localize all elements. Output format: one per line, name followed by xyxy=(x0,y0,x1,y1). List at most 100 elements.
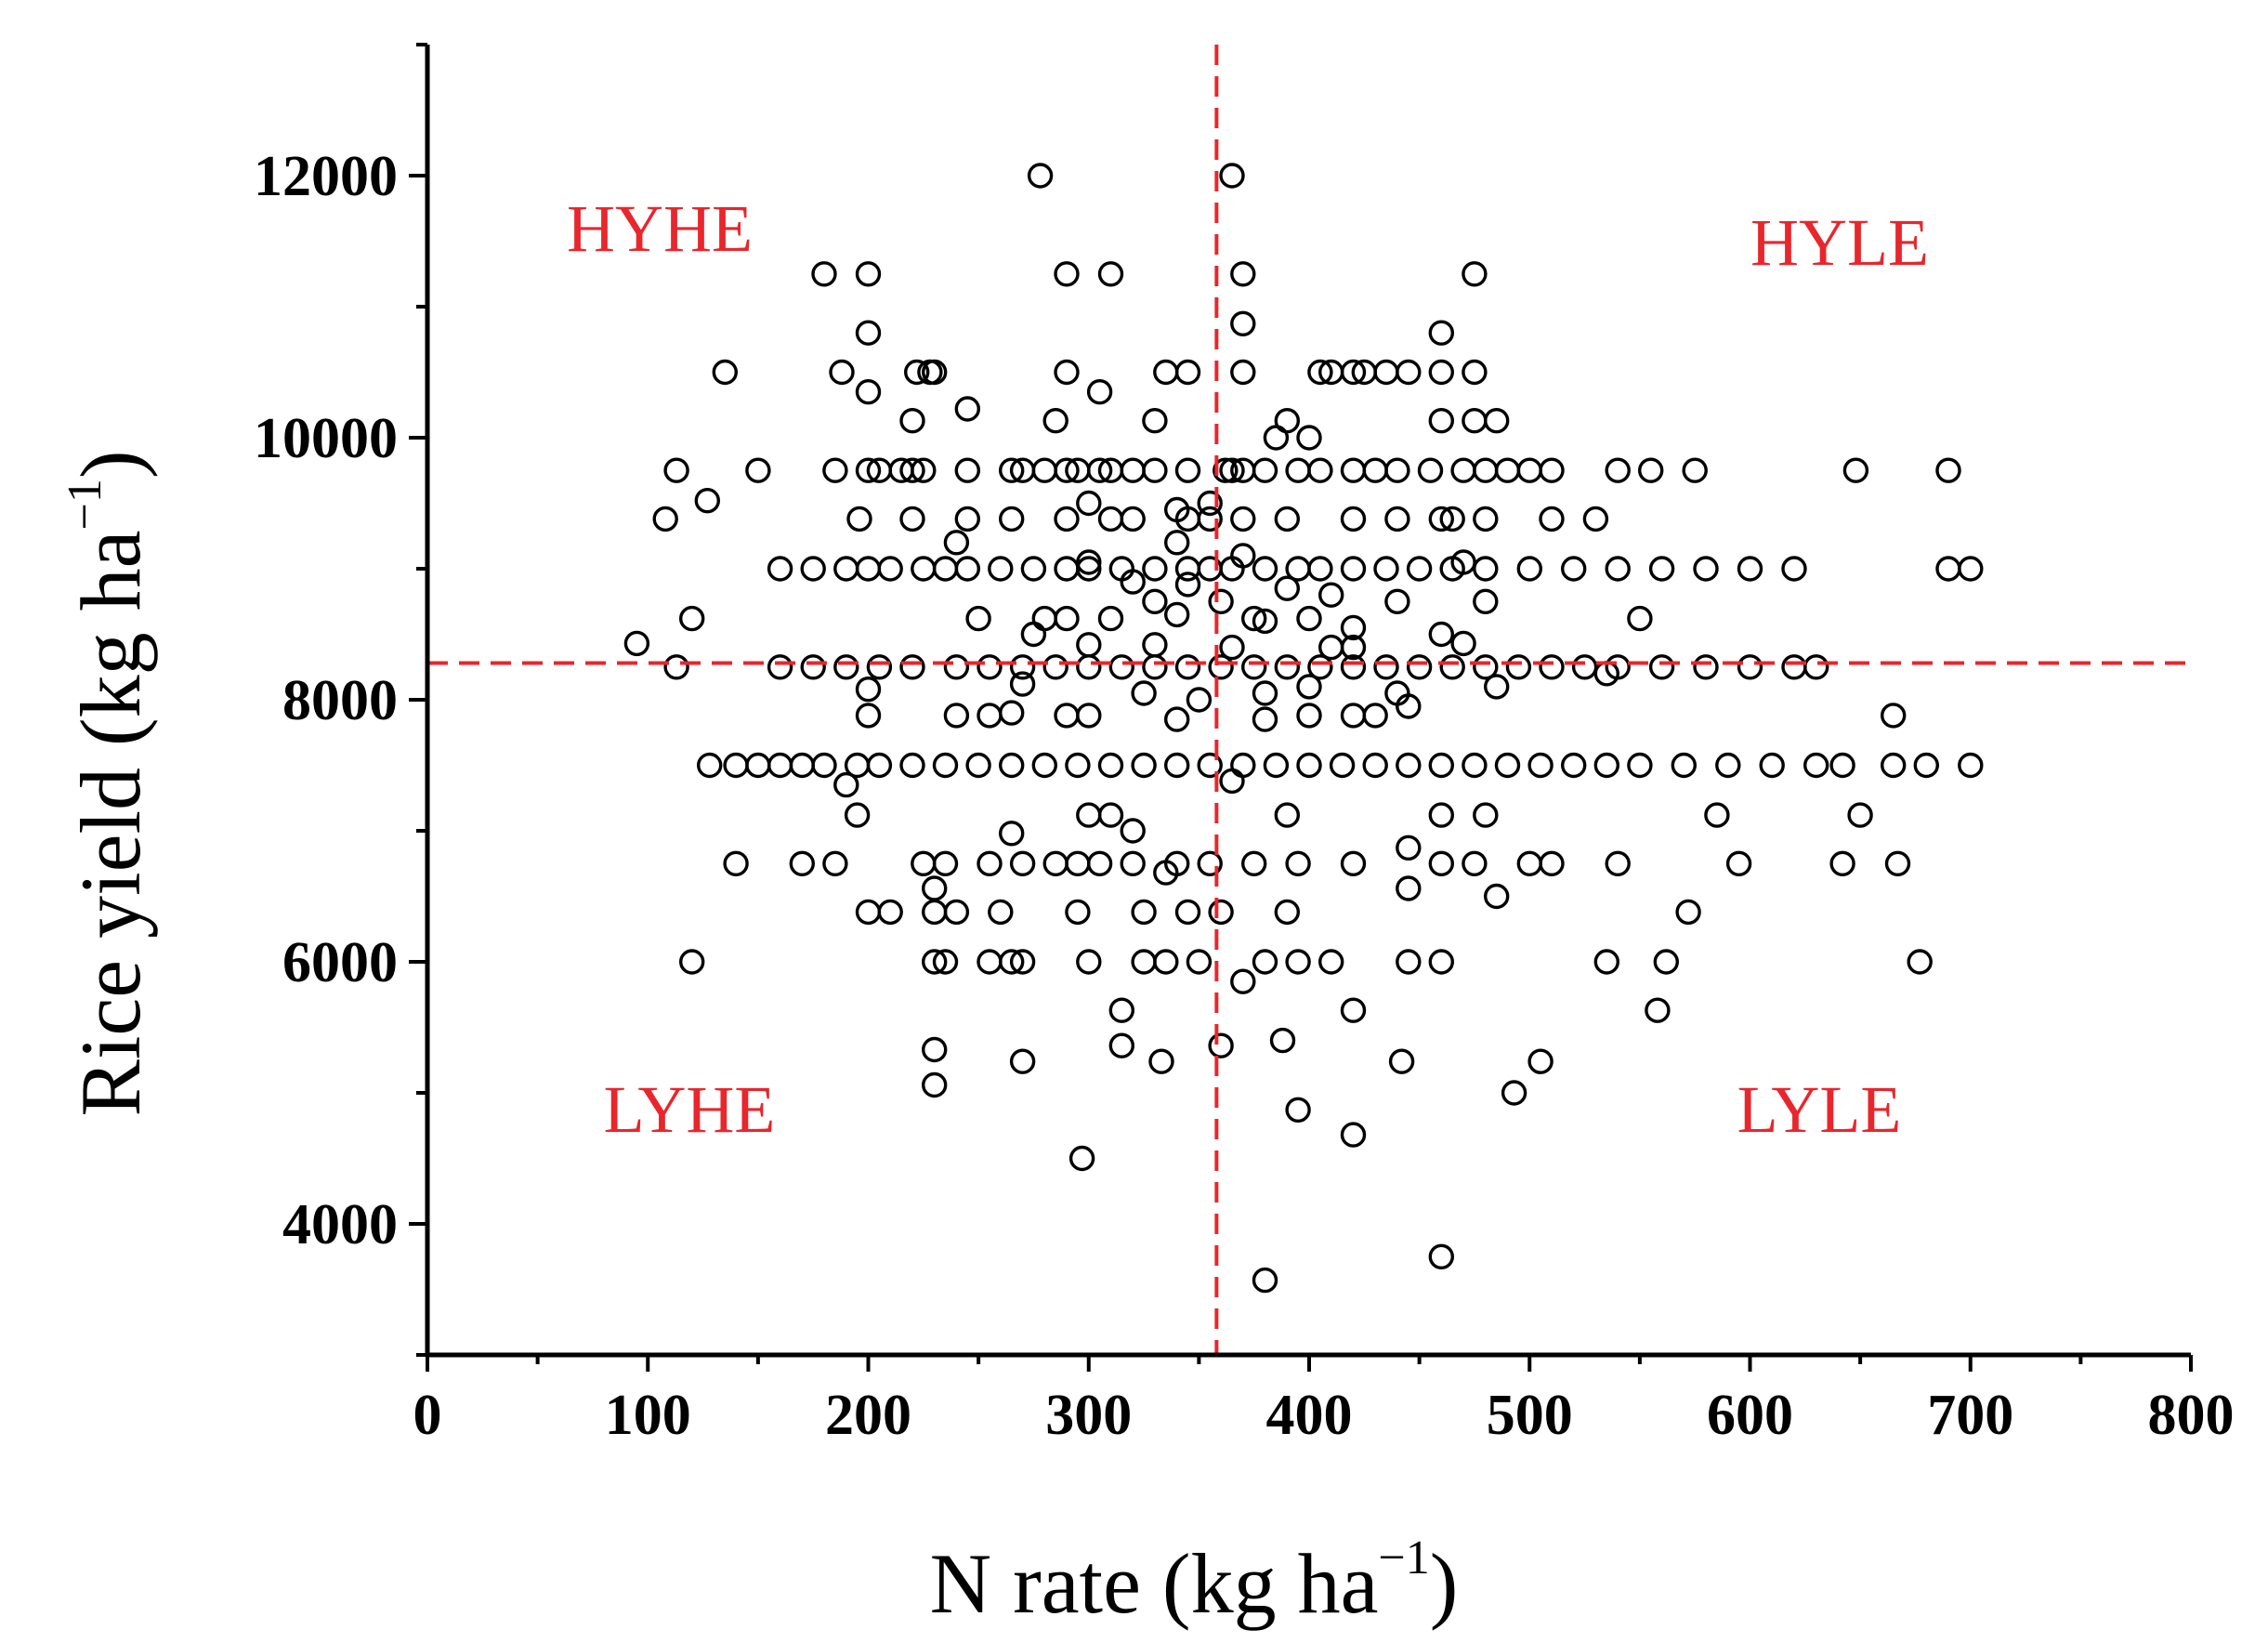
data-point xyxy=(1097,605,1124,632)
data-point xyxy=(1009,949,1036,975)
data-point xyxy=(922,949,948,975)
data-point xyxy=(1715,752,1741,779)
data-point xyxy=(1829,752,1855,779)
data-point xyxy=(1428,1243,1455,1270)
data-point xyxy=(1186,687,1213,713)
data-point xyxy=(855,703,882,729)
data-point xyxy=(1373,654,1399,680)
data-point xyxy=(1163,752,1190,779)
data-point xyxy=(1340,556,1367,582)
data-point xyxy=(1428,850,1455,876)
data-point xyxy=(954,396,981,422)
data-point xyxy=(767,556,793,582)
data-point xyxy=(1009,654,1036,680)
data-point xyxy=(1362,752,1388,779)
data-point xyxy=(1396,752,1422,779)
data-point xyxy=(1142,632,1168,658)
data-point xyxy=(1907,949,1933,975)
data-point xyxy=(1483,408,1510,434)
data-point xyxy=(1240,654,1267,680)
data-point xyxy=(1068,1145,1095,1172)
data-point xyxy=(1263,425,1290,451)
data-point xyxy=(1671,752,1698,779)
data-point xyxy=(943,899,970,926)
data-point xyxy=(822,457,848,483)
data-point xyxy=(866,752,893,779)
data-point xyxy=(1213,457,1239,483)
data-point xyxy=(877,556,903,582)
data-point xyxy=(1054,359,1080,386)
data-point xyxy=(1307,457,1333,483)
data-point xyxy=(1462,752,1488,779)
data-point xyxy=(1142,588,1168,614)
data-points xyxy=(623,163,1984,1294)
data-point xyxy=(1208,899,1234,926)
data-point xyxy=(1174,457,1201,483)
data-point xyxy=(1653,949,1680,975)
data-point xyxy=(1645,997,1671,1023)
data-point xyxy=(1108,654,1135,680)
data-point xyxy=(1539,506,1565,532)
data-point xyxy=(1428,320,1455,346)
data-point xyxy=(1197,506,1223,532)
data-point xyxy=(1027,163,1054,189)
data-point xyxy=(822,850,848,876)
data-point xyxy=(1406,556,1433,582)
data-point xyxy=(844,802,871,828)
data-point xyxy=(1494,457,1521,483)
data-point xyxy=(789,752,815,779)
data-point xyxy=(1076,549,1102,575)
data-point xyxy=(998,821,1025,847)
data-point xyxy=(1076,703,1102,729)
data-point xyxy=(1501,1080,1527,1106)
data-point xyxy=(679,949,705,975)
data-point xyxy=(1131,899,1157,926)
data-point xyxy=(1829,850,1855,876)
data-point xyxy=(1340,654,1367,680)
data-point xyxy=(1174,899,1201,926)
data-point xyxy=(1108,1032,1135,1058)
data-point xyxy=(899,752,925,779)
data-point xyxy=(855,320,882,346)
data-point xyxy=(1208,588,1234,614)
data-point xyxy=(1131,949,1157,975)
data-point xyxy=(899,457,925,483)
data-point xyxy=(855,677,882,703)
data-point xyxy=(954,556,981,582)
data-point xyxy=(1148,1048,1174,1074)
data-point xyxy=(855,379,882,405)
data-point xyxy=(1197,752,1223,779)
x-axis-title-text: N rate (kg ha xyxy=(930,1536,1379,1631)
data-point xyxy=(663,457,689,483)
data-point xyxy=(800,654,826,680)
data-point xyxy=(1803,654,1829,680)
data-point xyxy=(1516,850,1543,876)
threshold-lines xyxy=(427,45,2191,1355)
data-point xyxy=(1473,457,1499,483)
data-point xyxy=(833,654,859,680)
data-point xyxy=(998,949,1025,975)
data-point xyxy=(1230,506,1256,532)
data-point xyxy=(1516,457,1543,483)
data-point xyxy=(1042,408,1068,434)
data-point xyxy=(1388,1048,1415,1074)
data-point xyxy=(1693,556,1719,582)
data-point xyxy=(954,506,981,532)
data-point xyxy=(1076,556,1102,582)
data-point xyxy=(1842,457,1869,483)
data-point xyxy=(1054,556,1080,582)
data-point xyxy=(652,506,678,532)
data-point xyxy=(899,654,925,680)
data-point xyxy=(1340,506,1367,532)
data-point xyxy=(1737,556,1763,582)
data-point xyxy=(922,1071,948,1098)
data-point xyxy=(1384,588,1410,614)
data-point xyxy=(1219,457,1245,483)
quadrant-label-hyle: HYLE xyxy=(1750,205,1929,280)
data-point xyxy=(1582,506,1609,532)
y-axis-title-exponent: −1 xyxy=(59,479,111,530)
data-point xyxy=(1725,850,1752,876)
data-point xyxy=(1428,359,1455,386)
data-point xyxy=(1076,949,1102,975)
data-point xyxy=(1269,1027,1296,1054)
